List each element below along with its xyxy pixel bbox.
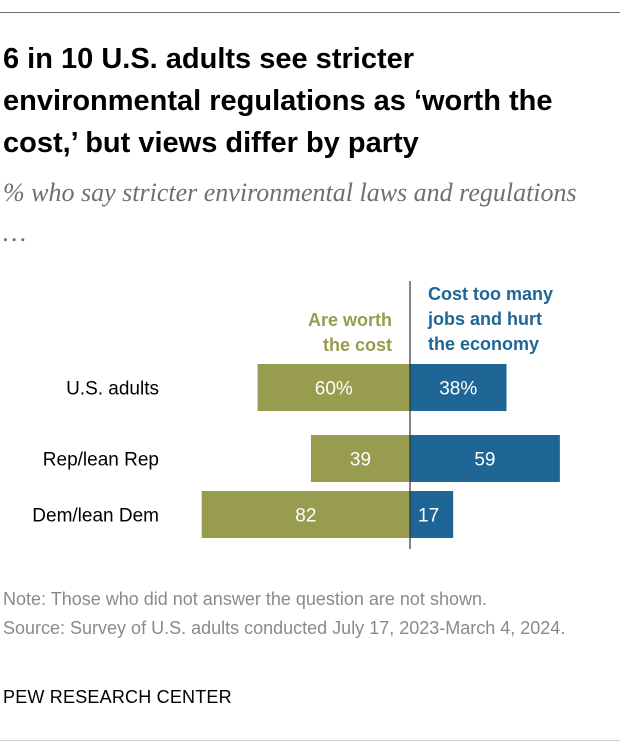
top-rule xyxy=(0,12,620,13)
legend-cost-line: the economy xyxy=(428,334,539,354)
brand-logo-text: PEW RESEARCH CENTER xyxy=(3,687,232,707)
legend-worth-line: the cost xyxy=(323,335,392,355)
chart-note: Note: Those who did not answer the quest… xyxy=(3,589,487,609)
category-label: U.S. adults xyxy=(66,379,159,400)
chart-title: 6 in 10 U.S. adults see stricter environ… xyxy=(3,43,553,159)
data-label-worth: 39 xyxy=(350,450,371,471)
bar-cost-too-many-jobs xyxy=(410,491,454,538)
legend-cost-line: jobs and hurt xyxy=(427,309,542,329)
chart-subtitle: % who say stricter environmental laws an… xyxy=(3,178,577,247)
bar-worth-the-cost xyxy=(201,491,410,538)
category-label: Dem/lean Dem xyxy=(32,506,159,527)
category-label: Rep/lean Rep xyxy=(43,450,159,471)
bar-worth-the-cost xyxy=(257,364,410,411)
legend-cost-line: Cost too many xyxy=(428,284,553,304)
data-label-worth: 82 xyxy=(295,506,316,527)
bar-cost-too-many-jobs xyxy=(410,364,507,411)
data-label-cost: 59 xyxy=(474,450,495,471)
data-label-cost: 17 xyxy=(418,506,439,527)
chart-source: Source: Survey of U.S. adults conducted … xyxy=(3,618,566,638)
legend-worth-line: Are worth xyxy=(308,310,392,330)
bottom-rule xyxy=(0,740,620,741)
bar-worth-the-cost xyxy=(310,435,410,482)
chart-note-block: Note: Those who did not answer the quest… xyxy=(3,585,615,643)
diverging-bar-chart: Are worth the cost Cost too many jobs and h… xyxy=(32,281,560,549)
bar-cost-too-many-jobs xyxy=(410,435,560,482)
data-label-cost: 38% xyxy=(439,379,477,400)
data-label-worth: 60% xyxy=(315,379,353,400)
